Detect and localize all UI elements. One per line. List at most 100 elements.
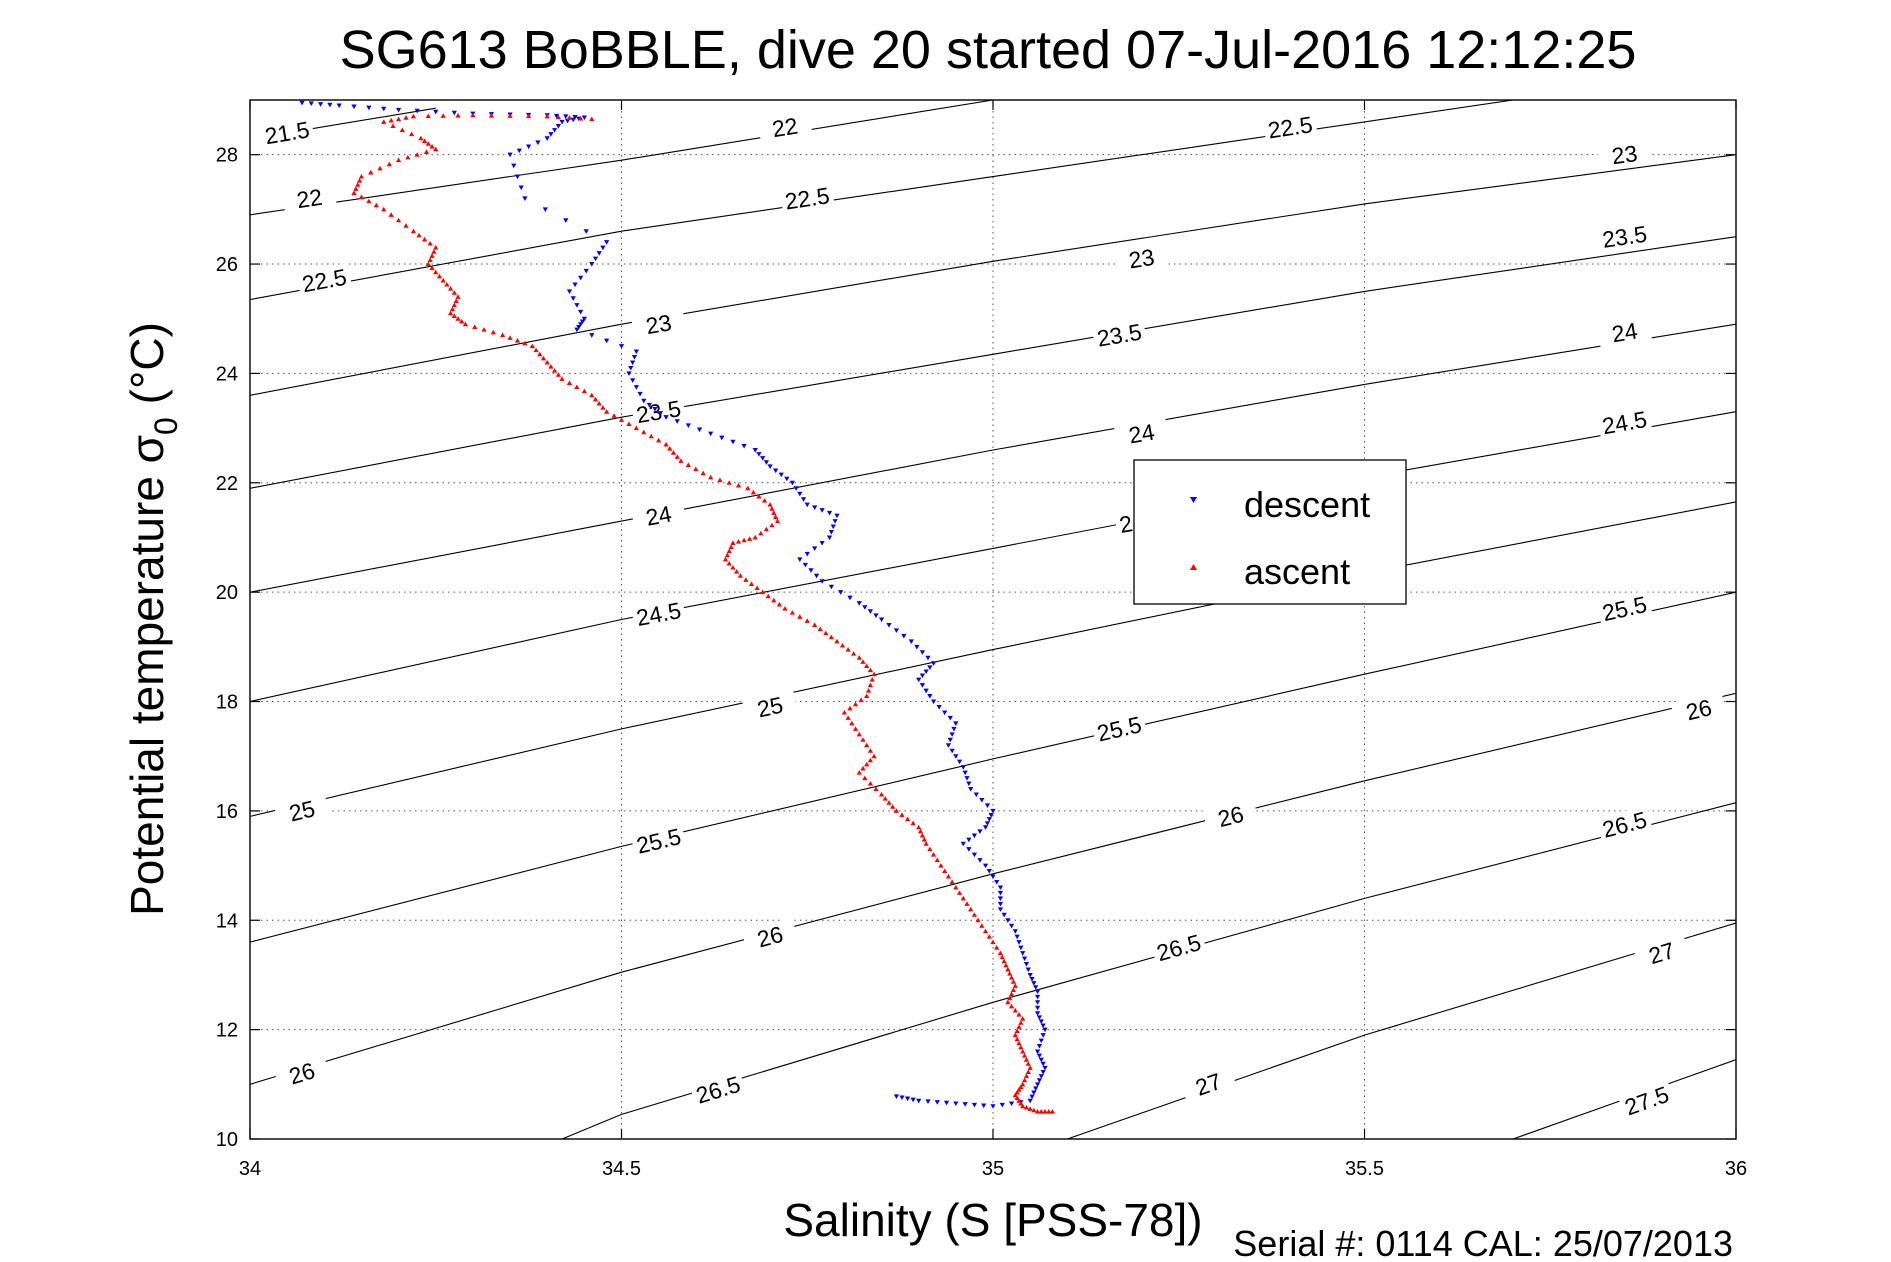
point-ascent [500,332,506,338]
point-descent [802,562,808,568]
point-ascent [422,236,428,242]
point-ascent [982,928,989,934]
chart-title: SG613 BoBBLE, dive 20 started 07-Jul-201… [340,20,1637,80]
point-ascent [1018,1084,1024,1090]
point-descent [793,486,799,491]
point-ascent [396,116,402,122]
point-ascent [490,329,496,335]
point-ascent [507,113,513,118]
contour-label-bg [1596,590,1653,625]
point-ascent [856,770,862,775]
point-ascent [834,638,840,644]
contour-label: 23.5 [1601,221,1649,253]
point-ascent [416,232,422,238]
contour-label: 23 [1127,244,1156,274]
y-tick-label: 22 [216,473,238,495]
contour-label-bg [1596,405,1653,438]
point-ascent [514,338,521,343]
point-ascent [964,901,970,906]
point-ascent [1023,1057,1030,1062]
point-ascent [1016,1087,1022,1092]
point-descent [730,439,736,445]
point-descent [862,605,868,610]
point-descent [1008,1101,1015,1107]
point-descent [949,748,955,754]
point-ascent [574,384,580,390]
point-ascent [578,115,584,121]
point-descent [797,491,803,497]
point-ascent [449,306,456,312]
point-ascent [771,510,777,515]
point-ascent [945,873,952,879]
point-ascent [444,281,450,287]
point-ascent [938,862,944,868]
point-ascent [730,540,736,545]
y-tick-label: 10 [216,1129,238,1151]
point-descent [1005,918,1011,923]
point-ascent [388,117,394,123]
plot-frame [249,99,1737,1140]
point-ascent [1012,1007,1018,1013]
point-descent [579,319,586,325]
point-ascent [927,846,933,852]
point-descent [997,885,1004,891]
point-ascent [1016,1011,1022,1017]
point-ascent [1023,1073,1030,1079]
point-ascent [462,321,469,327]
point-descent [960,765,966,770]
point-descent [542,207,548,212]
point-descent [767,464,773,469]
point-descent [1036,1044,1043,1049]
point-ascent [600,404,606,410]
point-ascent [1023,1104,1030,1110]
point-descent [581,316,587,322]
point-descent [925,1099,931,1105]
point-ascent [611,413,617,418]
point-ascent [999,954,1005,960]
point-ascent [1038,1109,1044,1114]
point-descent [574,303,580,308]
density-contour-23.5 [250,236,1736,489]
point-descent [633,349,639,355]
axes-layer: 34 34.5 35 35.5 36 10 12 14 16 18 20 22 24 26 28 [216,100,1747,1180]
point-ascent [1027,1065,1033,1070]
point-ascent [851,651,857,656]
point-descent [604,240,610,245]
point-ascent [812,622,818,627]
point-ascent [633,425,639,431]
contour-label: 26 [1683,694,1714,725]
point-ascent [537,351,543,357]
y-axis-label: Potential temperature σ0 (°C) [121,322,184,916]
point-descent [526,144,532,150]
point-ascent [734,569,740,574]
point-descent [947,737,953,743]
point-ascent [864,761,870,767]
point-ascent [722,556,729,562]
point-ascent [930,852,937,857]
point-descent [966,781,972,787]
point-descent [336,103,342,109]
point-descent [834,513,840,519]
point-descent [663,415,669,420]
point-descent [1042,1027,1048,1033]
point-descent [916,1098,922,1104]
point-ascent [864,742,870,748]
contour-label: 25 [287,795,318,826]
point-descent [1014,934,1020,940]
contour-label-bg [1113,241,1169,274]
point-ascent [867,667,874,673]
point-descent [1034,1082,1041,1087]
point-ascent [533,347,539,353]
point-descent [646,402,652,408]
point-ascent [754,585,760,591]
point-ascent [433,146,439,152]
point-descent [544,136,550,141]
point-ascent [522,340,528,346]
point-descent [942,710,948,716]
point-descent [572,282,578,288]
point-descent [1033,985,1039,990]
point-ascent [353,186,359,191]
point-descent [927,665,933,670]
point-ascent [555,114,561,120]
point-ascent [867,780,874,786]
